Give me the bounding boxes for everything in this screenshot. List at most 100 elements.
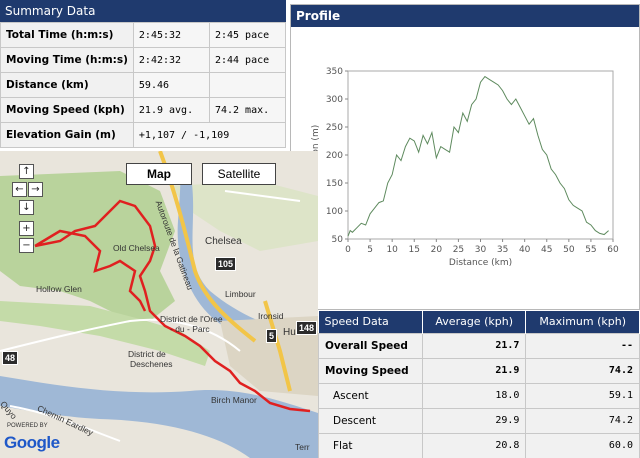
table-row: Moving Speed 21.9 74.2	[318, 357, 640, 384]
y-tick-label: 300	[326, 95, 343, 105]
y-tick-label: 50	[332, 235, 344, 245]
ascent-label: Ascent	[318, 382, 423, 409]
pan-down-button[interactable]: ↓	[19, 200, 34, 215]
route-map[interactable]: Map Satellite ↑ ← → ↓ + − Chelsea Old Ch…	[0, 151, 318, 458]
table-row: Ascent 18.0 59.1	[318, 382, 640, 409]
profile-panel: Profile 0 5 10 15 20 25 30 35 40 45 50 55 60 50 100 150…	[290, 4, 640, 310]
descent-max: 74.2	[525, 407, 640, 434]
map-label-ironside: Ironsid	[258, 311, 284, 321]
flat-avg: 20.8	[421, 432, 527, 458]
elevation-profile-chart: 0 5 10 15 20 25 30 35 40 45 50 55 60 50 100 150 200 250 30…	[311, 67, 619, 268]
moving-time-label: Moving Time (h:m:s)	[0, 47, 134, 73]
ottawa-river	[0, 376, 318, 458]
flat-max: 60.0	[525, 432, 640, 458]
map-label-birch-manor: Birch Manor	[211, 395, 257, 405]
moving-speed-max: 74.2 max.	[208, 97, 287, 123]
y-tick-label: 100	[326, 207, 343, 217]
x-tick-label: 60	[607, 245, 619, 255]
overall-speed-avg: 21.7	[421, 332, 527, 359]
table-row: Flat 20.8 60.0	[318, 432, 640, 458]
map-label-terr: Terr	[295, 442, 310, 452]
satellite-view-button[interactable]: Satellite	[202, 163, 276, 185]
x-tick-label: 45	[541, 245, 552, 255]
elevation-line	[347, 75, 609, 237]
speed-data-header: Speed Data	[318, 311, 423, 333]
moving-time-value: 2:42:32	[132, 47, 210, 73]
map-label-chelsea: Chelsea	[205, 236, 242, 247]
google-logo[interactable]: Google	[4, 433, 60, 453]
maximum-header: Maximum (kph)	[525, 311, 640, 333]
distance-value: 59.46	[132, 72, 210, 98]
x-tick-label: 10	[386, 245, 398, 255]
zoom-out-button[interactable]: −	[19, 238, 34, 253]
descent-label: Descent	[318, 407, 423, 434]
x-tick-label: 5	[367, 245, 373, 255]
summary-table: Total Time (h:m:s) 2:45:32 2:45 pace Mov…	[0, 22, 287, 148]
profile-title: Profile	[291, 5, 639, 27]
x-axis-label: Distance (km)	[449, 258, 512, 268]
descent-avg: 29.9	[421, 407, 527, 434]
summary-data-panel: Summary Data Total Time (h:m:s) 2:45:32 …	[0, 0, 287, 150]
plot-frame	[347, 70, 614, 240]
total-time-label: Total Time (h:m:s)	[0, 22, 134, 48]
map-background	[0, 151, 318, 458]
x-tick-label: 55	[585, 245, 596, 255]
x-tick-label: 30	[475, 245, 487, 255]
x-tick-label: 40	[519, 245, 531, 255]
ascent-avg: 18.0	[421, 382, 527, 409]
y-tick-label: 150	[326, 179, 343, 189]
highway-5-road	[263, 300, 292, 392]
table-row: Elevation Gain (m) +1,107 / -1,109	[0, 122, 287, 148]
road	[0, 318, 241, 352]
overall-speed-label: Overall Speed	[318, 332, 423, 359]
overall-speed-max: --	[525, 332, 640, 359]
highway-148-shield: 148	[296, 321, 318, 335]
highway-48-shield: 48	[2, 351, 19, 365]
summary-data-title: Summary Data	[0, 0, 286, 22]
park-area	[0, 301, 210, 366]
distance-label: Distance (km)	[0, 72, 134, 98]
route-track	[34, 199, 311, 413]
table-row: Distance (km) 59.46	[0, 72, 287, 98]
chemin-eardley-road	[9, 405, 121, 442]
total-time-pace: 2:45 pace	[208, 22, 287, 48]
pan-right-button[interactable]: →	[28, 182, 43, 197]
x-tick-label: 0	[345, 245, 351, 255]
x-tick-label: 15	[409, 245, 420, 255]
speed-table: Speed Data Average (kph) Maximum (kph) O…	[318, 311, 640, 458]
highway-105-shield: 105	[215, 257, 237, 271]
map-label-old-chelsea: Old Chelsea	[113, 243, 160, 253]
y-tick-label: 250	[326, 123, 343, 133]
map-label-oree: District de l'Oree	[160, 314, 223, 324]
urban-area	[220, 316, 318, 396]
x-tick-label: 25	[453, 245, 464, 255]
table-row: Total Time (h:m:s) 2:45:32 2:45 pace	[0, 22, 287, 48]
road	[224, 190, 301, 202]
map-label-deschenes-2: Deschenes	[130, 359, 173, 369]
speed-table-header: Speed Data Average (kph) Maximum (kph)	[318, 311, 640, 333]
average-header: Average (kph)	[422, 311, 527, 333]
moving-speed-row-label: Moving Speed	[318, 357, 423, 384]
distance-extra	[208, 72, 287, 98]
table-row: Descent 29.9 74.2	[318, 407, 640, 434]
ascent-max: 59.1	[525, 382, 640, 409]
google-logo-text: Google	[4, 433, 60, 452]
elevation-gain-value: +1,107 / -1,109	[132, 122, 287, 148]
moving-speed-avg: 21.9 avg.	[132, 97, 210, 123]
highway-5-shield: 5	[266, 329, 278, 343]
map-view-button[interactable]: Map	[126, 163, 192, 185]
speed-data-panel: Speed Data Average (kph) Maximum (kph) O…	[318, 311, 640, 458]
moving-speed-row-max: 74.2	[525, 357, 640, 384]
zoom-in-button[interactable]: +	[19, 221, 34, 236]
pan-up-button[interactable]: ↑	[19, 164, 34, 179]
moving-speed-row-avg: 21.9	[421, 357, 527, 384]
moving-time-pace: 2:44 pace	[208, 47, 287, 73]
moving-speed-label: Moving Speed (kph)	[0, 97, 134, 123]
pan-left-button[interactable]: ←	[12, 182, 27, 197]
table-row: Moving Speed (kph) 21.9 avg. 74.2 max.	[0, 97, 287, 123]
map-label-deschenes-1: District de	[128, 349, 166, 359]
total-time-value: 2:45:32	[132, 22, 210, 48]
y-tick-label: 350	[326, 67, 343, 77]
flat-label: Flat	[318, 432, 423, 458]
elevation-gain-label: Elevation Gain (m)	[0, 122, 134, 148]
